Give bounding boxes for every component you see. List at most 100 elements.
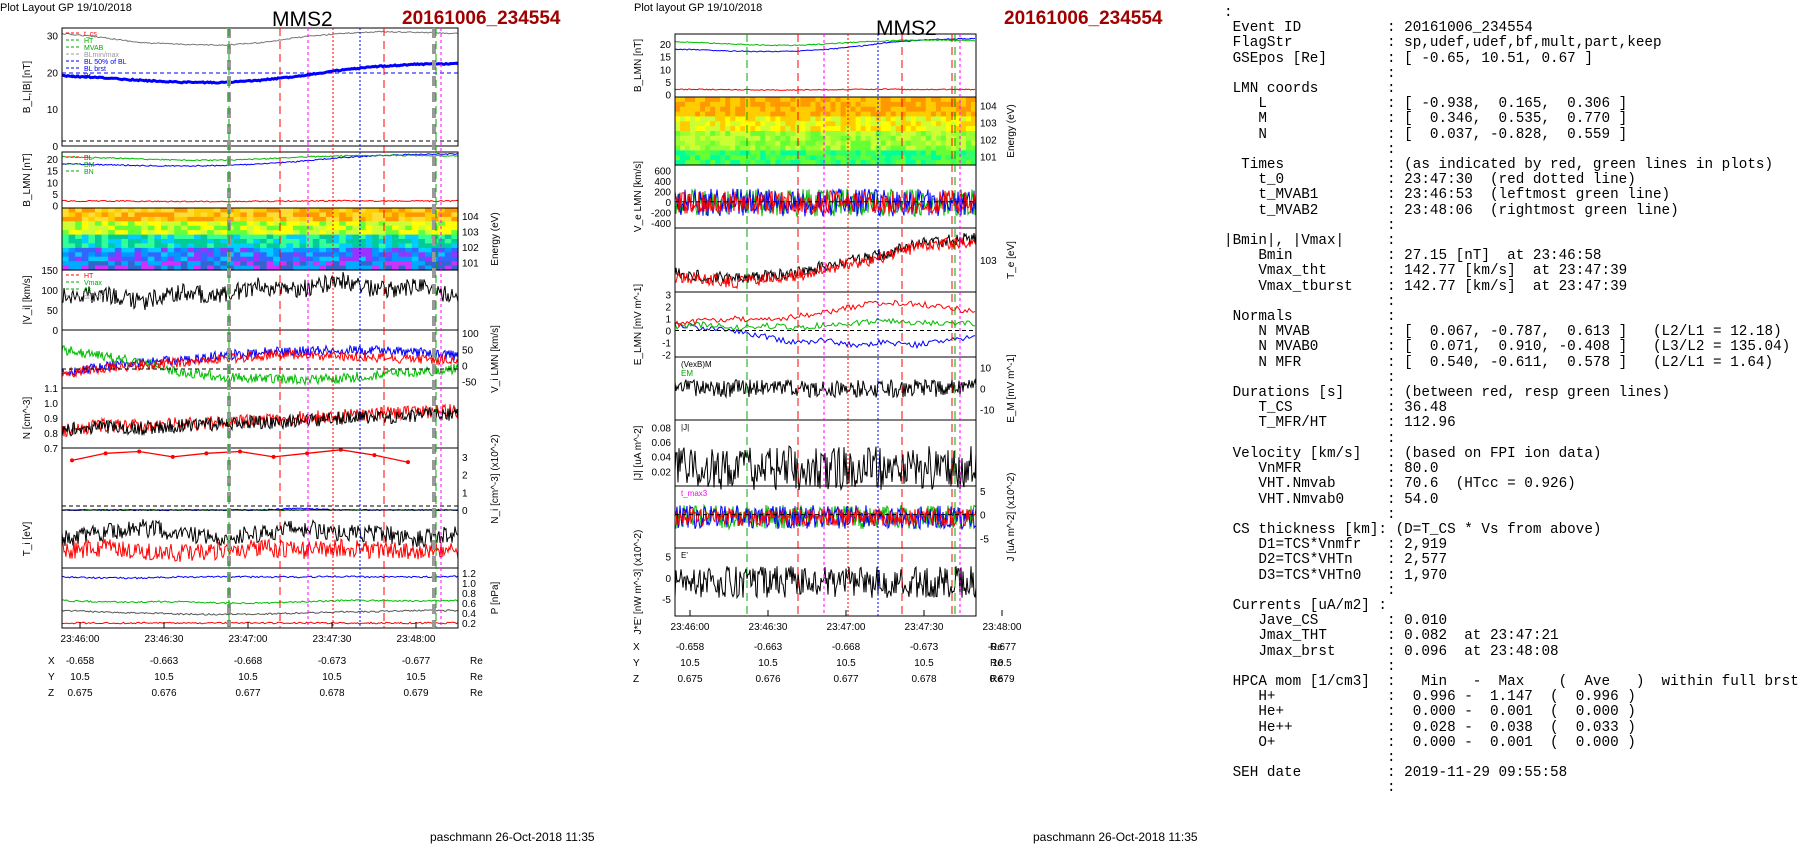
spectrogram-cell bbox=[971, 140, 977, 147]
spectrogram-cell bbox=[790, 145, 796, 152]
spectrogram-cell bbox=[730, 155, 736, 161]
spectrogram-cell bbox=[293, 208, 301, 213]
spectrogram-cell bbox=[745, 106, 751, 113]
spectrogram-cell bbox=[885, 135, 892, 142]
spectrogram-cell bbox=[187, 216, 195, 222]
spectrogram-cell bbox=[770, 111, 776, 118]
legend-label: HT bbox=[84, 273, 94, 280]
spectrogram-cell bbox=[690, 140, 696, 147]
spectrogram-cell bbox=[775, 126, 781, 132]
spectrogram-cell bbox=[925, 155, 932, 161]
spectrogram-cell bbox=[860, 150, 867, 156]
spectrogram-cell bbox=[840, 106, 847, 113]
spectrogram-cell bbox=[299, 239, 307, 244]
spectrogram-cell bbox=[95, 221, 103, 227]
spectrogram-cell bbox=[815, 150, 822, 156]
series-line-|Vi| bbox=[61, 271, 459, 310]
spectrogram-cell bbox=[925, 140, 932, 147]
spectrogram-cell bbox=[154, 234, 162, 240]
spectrogram-cell bbox=[62, 230, 70, 236]
spectrogram-cell bbox=[885, 150, 892, 156]
spectrogram-cell bbox=[700, 155, 706, 161]
legend-label: Br bbox=[84, 73, 92, 80]
spectrogram-cell bbox=[345, 212, 353, 218]
spectrogram-cell bbox=[174, 212, 182, 218]
spectrogram-cell bbox=[705, 121, 711, 127]
spectrogram-cell bbox=[750, 145, 756, 152]
spectrogram-cell bbox=[785, 135, 791, 142]
spectrogram-cell bbox=[345, 234, 353, 240]
spectrogram-cell bbox=[735, 155, 741, 161]
spectrogram-cell bbox=[720, 126, 726, 132]
xtick-label: 23:48:00 bbox=[397, 634, 436, 645]
spectrogram-cell bbox=[770, 140, 776, 147]
spectrogram-cell bbox=[385, 243, 393, 249]
spectrogram-cell bbox=[345, 230, 353, 236]
spectrogram-cell bbox=[418, 239, 426, 244]
spectrogram-cell bbox=[971, 121, 977, 127]
spectrogram-cell bbox=[820, 121, 827, 127]
spectrogram-cell bbox=[134, 216, 142, 222]
spectrogram-cell bbox=[332, 265, 340, 271]
ytick-label: 3 bbox=[462, 453, 468, 464]
spectrogram-cell bbox=[775, 131, 781, 137]
spectrogram-cell bbox=[141, 230, 149, 236]
spectrogram-cell bbox=[785, 126, 791, 132]
ytick-label: -50 bbox=[462, 378, 477, 389]
spectrogram-cell bbox=[805, 140, 811, 147]
spectrogram-cell bbox=[418, 221, 426, 227]
series-line-Tperp bbox=[674, 237, 977, 290]
spectrogram-cell bbox=[451, 256, 459, 262]
spectrogram-cell bbox=[312, 252, 320, 258]
spectrogram-cell bbox=[966, 121, 972, 127]
spectrogram-cell bbox=[174, 208, 182, 213]
spectrogram-cell bbox=[910, 126, 917, 132]
spectrogram-cell bbox=[200, 261, 208, 267]
spectrogram-cell bbox=[227, 247, 235, 253]
spectrogram-cell bbox=[955, 106, 962, 113]
spectrogram-cell bbox=[95, 212, 103, 218]
spectrogram-cell bbox=[154, 265, 162, 271]
spectrogram-cell bbox=[720, 135, 726, 142]
spectrogram-cell bbox=[359, 216, 367, 222]
spectrogram-cell bbox=[392, 212, 400, 218]
spectrogram-cell bbox=[715, 126, 721, 132]
spectrogram-cell bbox=[385, 216, 393, 222]
spectrogram-cell bbox=[411, 243, 419, 249]
spectrogram-cell bbox=[213, 230, 221, 236]
spectrogram-cell bbox=[200, 225, 208, 231]
pos-value: -0.673 bbox=[318, 656, 347, 667]
spectrogram-cell bbox=[725, 131, 731, 137]
spectrogram-cell bbox=[905, 135, 912, 142]
pos-value: 10.5 bbox=[406, 672, 426, 683]
ytick-label: 1.1 bbox=[44, 384, 58, 395]
spectrogram-cell bbox=[405, 256, 413, 262]
series-point-He++ bbox=[271, 454, 276, 459]
spectrogram-cell bbox=[885, 101, 892, 108]
spectrogram-cell bbox=[955, 111, 962, 118]
spectrogram-cell bbox=[725, 111, 731, 118]
spectrogram-cell bbox=[680, 97, 686, 103]
pos-value: -0.668 bbox=[832, 642, 861, 653]
spectrogram-cell bbox=[760, 135, 766, 142]
spectrogram-cell bbox=[108, 261, 116, 267]
spectrogram-cell bbox=[805, 131, 811, 137]
spectrogram-cell bbox=[815, 140, 822, 147]
spectrogram-cell bbox=[715, 106, 721, 113]
spectrogram-cell bbox=[820, 111, 827, 118]
spectrogram-cell bbox=[890, 160, 897, 166]
spectrogram-cell bbox=[865, 131, 872, 137]
spectrogram-cell bbox=[785, 150, 791, 156]
spectrogram-cell bbox=[312, 221, 320, 227]
spectrogram-cell bbox=[332, 239, 340, 244]
spectrogram-cell bbox=[675, 140, 681, 147]
spectrogram-cell bbox=[900, 150, 907, 156]
spectrogram-cell bbox=[725, 106, 731, 113]
spectrogram-cell bbox=[795, 106, 801, 113]
spectrogram-cell bbox=[900, 116, 907, 122]
legend-label: dt_mfr bbox=[84, 294, 105, 301]
spectrogram-cell bbox=[755, 140, 761, 147]
spectrogram-cell bbox=[675, 101, 681, 108]
spectrogram-cell bbox=[128, 243, 136, 249]
spectrogram-cell bbox=[825, 101, 832, 108]
